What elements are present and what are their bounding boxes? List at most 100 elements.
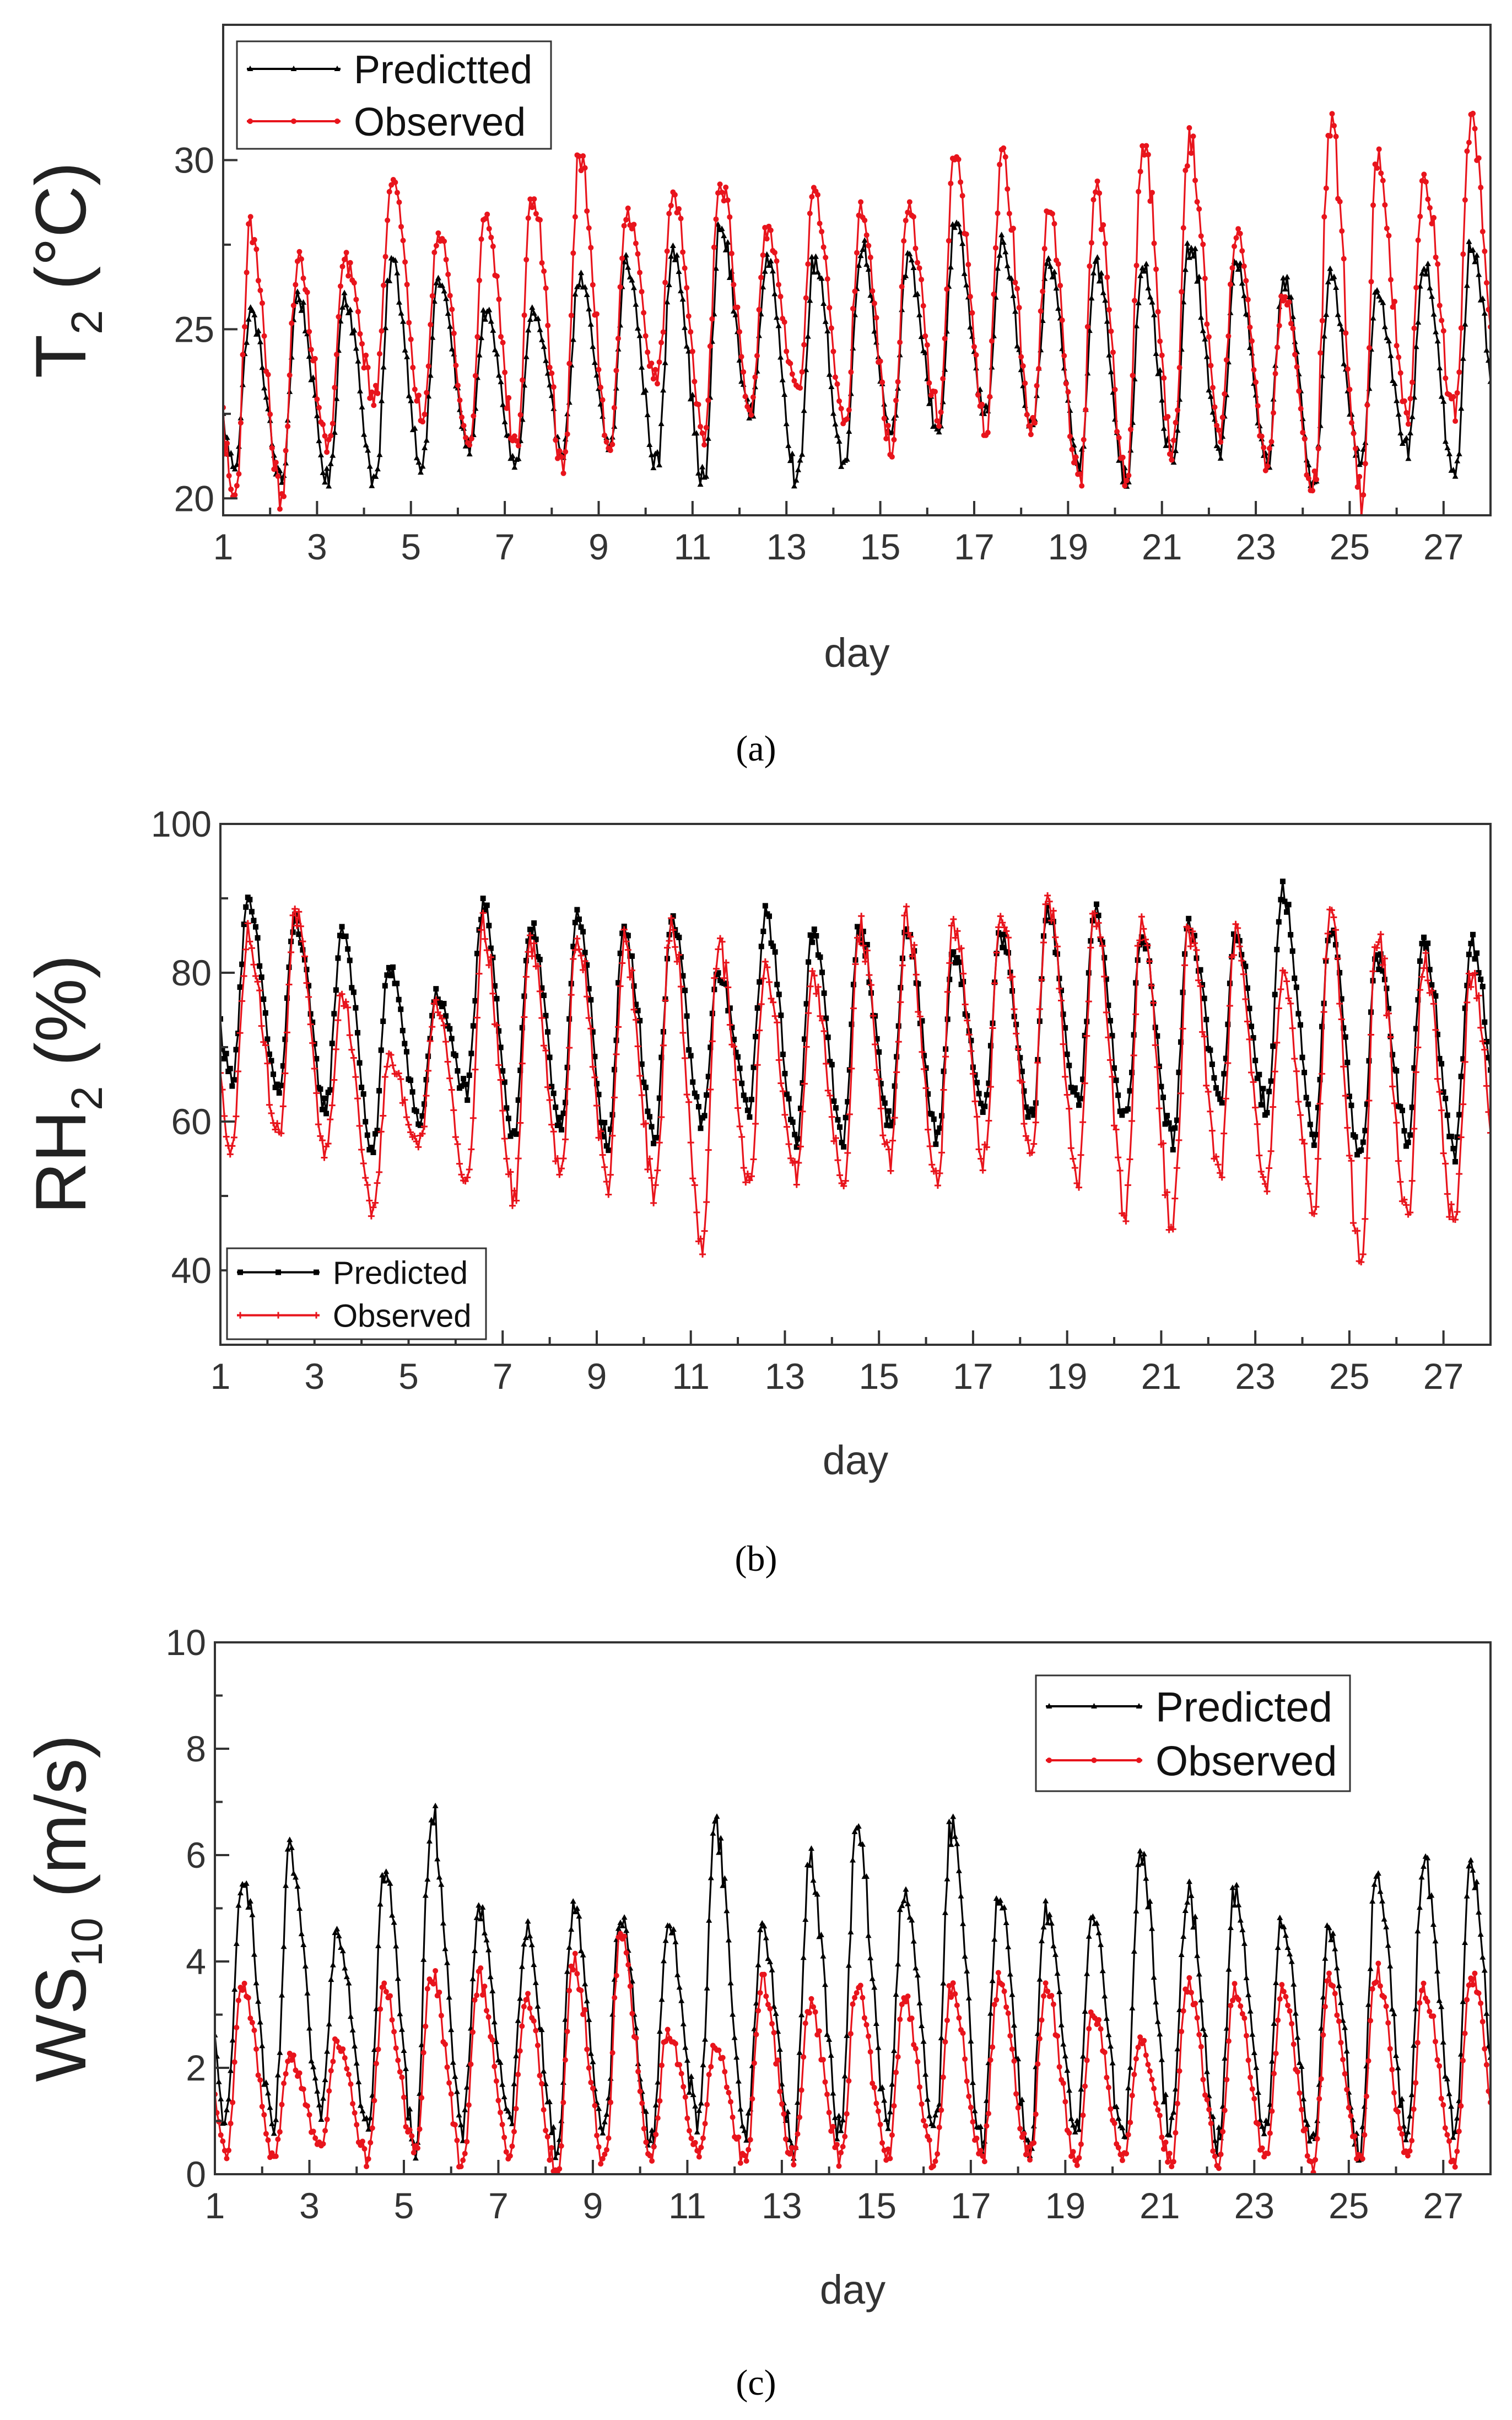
data-point — [1249, 2031, 1256, 2037]
data-point — [279, 2101, 285, 2108]
data-point — [867, 292, 874, 298]
data-point — [1158, 1084, 1164, 1090]
data-point — [1088, 240, 1094, 246]
data-point — [989, 1025, 996, 1032]
data-point — [797, 1106, 803, 1112]
data-point — [509, 2143, 515, 2149]
data-point — [1108, 2106, 1114, 2112]
data-point — [914, 290, 921, 297]
data-point — [837, 1124, 843, 1130]
y-tick-label: 10 — [166, 1622, 206, 1663]
data-point — [878, 1081, 884, 1087]
data-point — [885, 2146, 891, 2152]
data-point — [1344, 1124, 1351, 1131]
data-point — [655, 2079, 661, 2085]
data-point — [489, 990, 496, 997]
data-point — [470, 1023, 476, 1029]
data-point — [1074, 1092, 1080, 1098]
data-point — [417, 1122, 423, 1128]
data-point — [1230, 952, 1238, 959]
data-point — [1343, 330, 1349, 336]
data-point — [351, 280, 357, 286]
data-point — [240, 973, 247, 980]
data-point — [909, 2015, 915, 2022]
data-point — [372, 382, 379, 389]
data-point — [554, 1155, 561, 1162]
data-point — [855, 1823, 862, 1829]
data-point — [424, 1876, 431, 1882]
data-point — [1315, 1104, 1321, 1111]
data-point — [476, 1902, 482, 1908]
data-point — [321, 1154, 328, 1161]
data-point — [1143, 2052, 1149, 2058]
data-point — [1007, 2033, 1013, 2039]
data-point — [1437, 303, 1443, 309]
data-point — [1102, 240, 1108, 246]
data-point — [1043, 1898, 1049, 1904]
data-point — [843, 1114, 849, 1120]
data-point — [223, 1050, 229, 1057]
data-point — [1485, 2042, 1491, 2049]
data-point — [779, 1087, 786, 1095]
data-point — [320, 422, 326, 428]
data-point — [1084, 2057, 1090, 2063]
data-point — [697, 1235, 704, 1242]
data-point — [348, 1046, 355, 1053]
data-point — [1178, 1039, 1184, 1045]
data-point — [357, 1060, 363, 1066]
data-point — [970, 2119, 976, 2125]
data-point — [339, 263, 345, 270]
data-point — [666, 937, 673, 945]
data-point — [1292, 2010, 1299, 2016]
data-point — [1282, 898, 1288, 904]
data-point — [782, 1071, 788, 1077]
data-point — [1056, 1988, 1063, 1995]
data-point — [388, 973, 394, 979]
data-point — [324, 2048, 331, 2054]
data-point — [1332, 942, 1338, 948]
data-point — [1476, 271, 1482, 277]
data-point — [376, 351, 382, 357]
data-point — [401, 2047, 407, 2053]
data-point — [441, 238, 447, 244]
data-point — [985, 1117, 992, 1124]
data-point — [304, 2103, 310, 2109]
data-point — [1354, 2156, 1360, 2162]
data-point — [245, 316, 252, 322]
data-point — [1481, 1967, 1488, 1973]
data-point — [308, 2057, 315, 2063]
data-point — [1003, 2004, 1009, 2010]
data-point — [928, 1161, 936, 1168]
data-point — [753, 1033, 759, 1039]
data-point — [531, 2018, 537, 2024]
data-point — [1301, 1140, 1308, 1147]
data-point — [1176, 1069, 1182, 1075]
data-point — [1425, 196, 1431, 202]
data-point — [355, 309, 361, 315]
data-point — [1038, 308, 1044, 314]
data-point — [1440, 1089, 1446, 1095]
data-point — [706, 1917, 712, 1923]
data-point — [255, 278, 261, 284]
data-point — [1291, 1055, 1298, 1062]
series-observed — [215, 1931, 1491, 2174]
data-point — [1265, 2150, 1271, 2157]
data-point — [1105, 2031, 1112, 2038]
data-point — [1417, 958, 1423, 964]
data-point — [313, 1090, 320, 1097]
data-point — [925, 1126, 932, 1133]
data-point — [1460, 1998, 1466, 2004]
data-point — [1316, 2096, 1322, 2102]
data-point — [333, 352, 339, 358]
data-point — [1072, 1085, 1078, 1091]
data-point — [620, 926, 628, 933]
data-point — [1268, 439, 1275, 445]
data-point — [538, 1015, 546, 1022]
data-point — [572, 214, 578, 220]
data-point — [863, 1873, 870, 1879]
data-point — [773, 2010, 779, 2016]
data-point — [699, 430, 705, 436]
data-point — [891, 436, 897, 443]
data-point — [1144, 942, 1151, 949]
data-point — [999, 919, 1006, 926]
